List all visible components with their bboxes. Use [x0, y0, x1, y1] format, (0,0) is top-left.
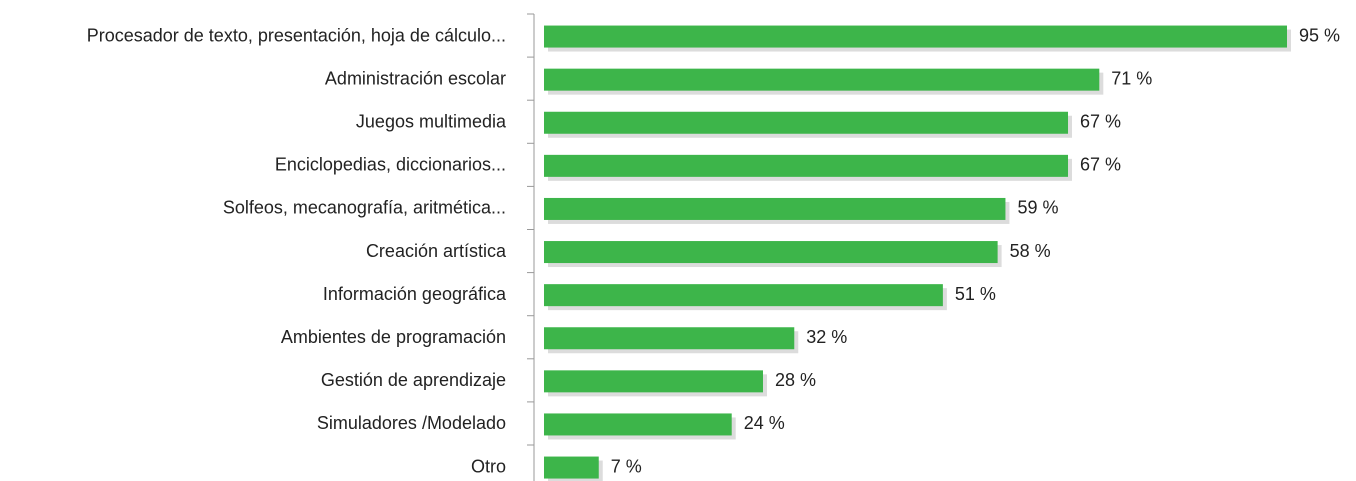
- value-label: 59 %: [1017, 198, 1058, 218]
- y-tick-label: Enciclopedias, diccionarios...: [275, 155, 506, 175]
- y-tick-label: Otro: [471, 456, 506, 476]
- bar: [544, 25, 1287, 48]
- bar: [544, 327, 795, 350]
- y-tick-label: Creación artística: [366, 241, 507, 261]
- bar: [544, 456, 599, 479]
- value-label: 95 %: [1299, 25, 1340, 45]
- bar: [544, 197, 1006, 220]
- y-tick-label: Simuladores /Modelado: [317, 413, 506, 433]
- value-label: 51 %: [955, 284, 996, 304]
- bar: [544, 370, 763, 393]
- y-tick-label: Gestión de aprendizaje: [321, 370, 506, 390]
- bar: [544, 111, 1069, 134]
- bar: [544, 413, 732, 436]
- value-label: 67 %: [1080, 112, 1121, 132]
- bar: [544, 241, 998, 264]
- bar: [544, 154, 1069, 177]
- value-label: 71 %: [1111, 68, 1152, 88]
- y-tick-label: Procesador de texto, presentación, hoja …: [87, 25, 506, 45]
- y-tick-label: Juegos multimedia: [356, 112, 507, 132]
- bar: [544, 68, 1100, 91]
- value-label: 7 %: [611, 456, 642, 476]
- value-label: 24 %: [744, 413, 785, 433]
- value-label: 32 %: [806, 327, 847, 347]
- y-tick-label: Administración escolar: [325, 68, 506, 88]
- y-tick-label: Solfeos, mecanografía, aritmética...: [223, 198, 506, 218]
- y-tick-label: Información geográfica: [323, 284, 507, 304]
- y-tick-label: Ambientes de programación: [281, 327, 506, 347]
- value-label: 28 %: [775, 370, 816, 390]
- bar: [544, 284, 943, 307]
- value-label: 58 %: [1010, 241, 1051, 261]
- value-label: 67 %: [1080, 155, 1121, 175]
